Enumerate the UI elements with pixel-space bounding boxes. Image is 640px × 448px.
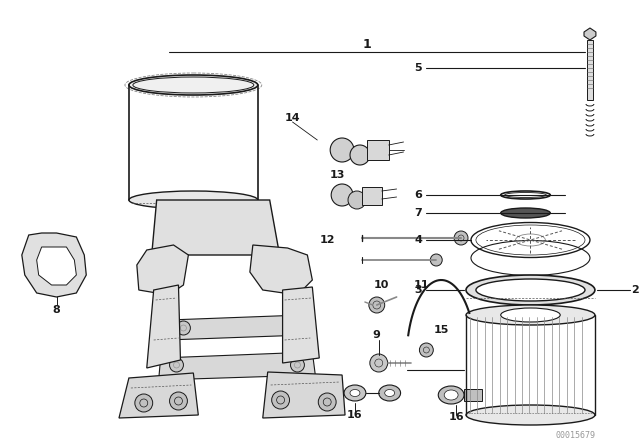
Ellipse shape bbox=[476, 279, 585, 301]
Text: 15: 15 bbox=[433, 325, 449, 335]
Ellipse shape bbox=[129, 191, 258, 209]
Polygon shape bbox=[263, 372, 345, 418]
Circle shape bbox=[350, 145, 370, 165]
Text: 8: 8 bbox=[52, 305, 60, 315]
Polygon shape bbox=[147, 285, 180, 368]
FancyBboxPatch shape bbox=[464, 389, 482, 401]
Polygon shape bbox=[159, 352, 316, 380]
Text: 2: 2 bbox=[632, 285, 639, 295]
Ellipse shape bbox=[466, 275, 595, 305]
Polygon shape bbox=[22, 233, 86, 297]
Circle shape bbox=[430, 254, 442, 266]
Circle shape bbox=[177, 321, 190, 335]
Polygon shape bbox=[119, 373, 198, 418]
Text: 4: 4 bbox=[415, 235, 422, 245]
Text: 3: 3 bbox=[415, 285, 422, 295]
Ellipse shape bbox=[379, 385, 401, 401]
Circle shape bbox=[285, 321, 300, 335]
Text: 5: 5 bbox=[414, 63, 421, 73]
Polygon shape bbox=[584, 28, 596, 40]
Text: 00015679: 00015679 bbox=[556, 431, 595, 440]
Circle shape bbox=[168, 276, 179, 288]
Circle shape bbox=[271, 391, 289, 409]
Text: 1: 1 bbox=[362, 38, 371, 51]
Text: 7: 7 bbox=[415, 208, 422, 218]
Ellipse shape bbox=[466, 405, 595, 425]
FancyBboxPatch shape bbox=[367, 140, 388, 160]
Circle shape bbox=[419, 343, 433, 357]
Text: 16: 16 bbox=[347, 410, 363, 420]
Circle shape bbox=[331, 184, 353, 206]
Circle shape bbox=[230, 217, 246, 233]
Polygon shape bbox=[250, 245, 312, 295]
Circle shape bbox=[153, 264, 164, 276]
Ellipse shape bbox=[385, 389, 395, 396]
Polygon shape bbox=[283, 287, 319, 363]
FancyBboxPatch shape bbox=[362, 187, 381, 205]
Ellipse shape bbox=[466, 305, 595, 325]
Text: 10: 10 bbox=[374, 280, 389, 290]
Ellipse shape bbox=[438, 386, 464, 404]
Text: 9: 9 bbox=[373, 330, 381, 340]
Circle shape bbox=[454, 231, 468, 245]
Ellipse shape bbox=[444, 390, 458, 400]
Text: 14: 14 bbox=[285, 113, 300, 123]
Polygon shape bbox=[36, 247, 76, 285]
Polygon shape bbox=[152, 200, 280, 255]
Circle shape bbox=[170, 392, 188, 410]
Circle shape bbox=[318, 393, 336, 411]
Text: 12: 12 bbox=[319, 235, 335, 245]
Circle shape bbox=[170, 358, 184, 372]
Polygon shape bbox=[137, 245, 188, 295]
Circle shape bbox=[370, 354, 388, 372]
Text: 16: 16 bbox=[448, 412, 464, 422]
Circle shape bbox=[180, 217, 196, 233]
Circle shape bbox=[135, 394, 153, 412]
Circle shape bbox=[205, 220, 221, 236]
FancyBboxPatch shape bbox=[587, 40, 593, 100]
Circle shape bbox=[348, 191, 366, 209]
Polygon shape bbox=[166, 315, 305, 340]
Text: 11: 11 bbox=[413, 280, 429, 290]
Text: 13: 13 bbox=[330, 170, 345, 180]
Ellipse shape bbox=[344, 385, 366, 401]
Circle shape bbox=[291, 358, 305, 372]
Circle shape bbox=[289, 277, 301, 289]
Ellipse shape bbox=[129, 75, 258, 95]
Circle shape bbox=[369, 297, 385, 313]
Circle shape bbox=[282, 264, 294, 276]
Text: 6: 6 bbox=[415, 190, 422, 200]
Circle shape bbox=[330, 138, 354, 162]
Ellipse shape bbox=[350, 389, 360, 396]
Ellipse shape bbox=[500, 208, 550, 218]
Ellipse shape bbox=[500, 308, 560, 322]
